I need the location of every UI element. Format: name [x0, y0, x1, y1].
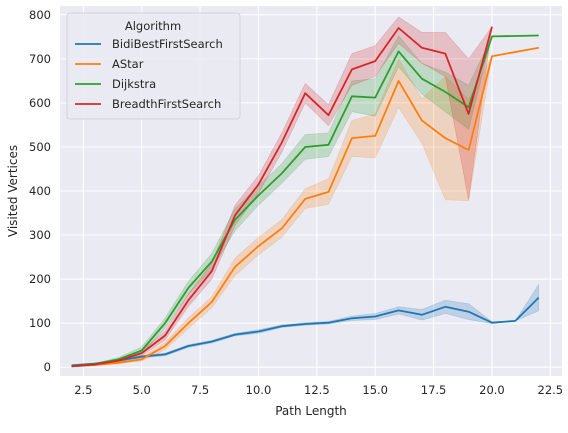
legend-entry-label: BidiBestFirstSearch: [112, 37, 223, 51]
x-axis-label: Path Length: [275, 404, 347, 418]
x-tick-label: 7.5: [191, 383, 209, 397]
legend-title: Algorithm: [125, 19, 181, 33]
y-tick-label: 0: [44, 360, 51, 374]
y-tick-label: 300: [29, 228, 51, 242]
y-tick-label: 200: [29, 272, 51, 286]
x-tick-label: 20.0: [479, 383, 505, 397]
x-tick-label: 10.0: [246, 383, 272, 397]
x-tick-label: 15.0: [362, 383, 388, 397]
y-axis-label: Visited Vertices: [6, 145, 20, 237]
y-tick-label: 700: [29, 52, 51, 66]
legend: Algorithm BidiBestFirstSearch AStar Dijkst…: [67, 13, 240, 119]
y-tick-label: 800: [29, 8, 51, 22]
y-tick-label: 100: [29, 316, 51, 330]
x-tick-label: 12.5: [304, 383, 330, 397]
y-tick-label: 600: [29, 96, 51, 110]
y-tick-label: 500: [29, 140, 51, 154]
x-tick-label: 17.5: [421, 383, 447, 397]
x-axis-ticks: 2.5 5.0 7.5 10.0 12.5 15.0 17.5 20.0 22.5: [74, 383, 563, 397]
legend-entry-label: Dijkstra: [112, 77, 156, 91]
x-tick-label: 2.5: [74, 383, 92, 397]
x-tick-label: 5.0: [133, 383, 151, 397]
y-axis-ticks: 0 100 200 300 400 500 600 700 800: [29, 8, 51, 374]
legend-entry-label: BreadthFirstSearch: [112, 97, 221, 111]
y-tick-label: 400: [29, 184, 51, 198]
x-tick-label: 22.5: [538, 383, 564, 397]
legend-entry-label: AStar: [112, 57, 144, 71]
